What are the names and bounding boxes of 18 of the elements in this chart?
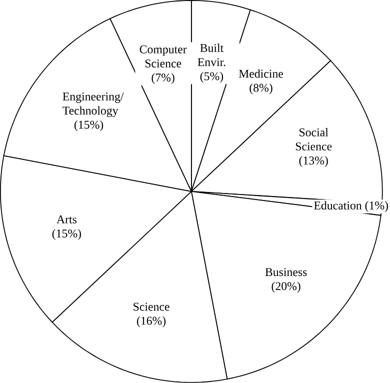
slice-label: Built Envir.	[198, 44, 226, 66]
data-label: (15%)	[52, 229, 81, 240]
data-label: (15%)	[74, 120, 104, 132]
data-label: (13%)	[299, 156, 328, 167]
data-label: (20%)	[272, 282, 300, 293]
slice-label: Medicine	[238, 69, 284, 78]
data-label: (16%)	[136, 316, 166, 328]
slice-label: Arts	[56, 216, 76, 224]
slice-label: Science	[134, 302, 170, 311]
data-label: (8%)	[250, 84, 272, 94]
slice-label: Computer Science	[140, 45, 187, 68]
data-label: (1%)	[365, 201, 388, 212]
data-label: (5%)	[200, 72, 224, 83]
slice-label: Business	[265, 268, 307, 276]
slice-label: Social Science	[296, 128, 332, 150]
slice-label: Engineering/ Technology	[62, 92, 124, 118]
slice-label: Education	[314, 201, 362, 210]
data-label: (7%)	[152, 73, 174, 84]
